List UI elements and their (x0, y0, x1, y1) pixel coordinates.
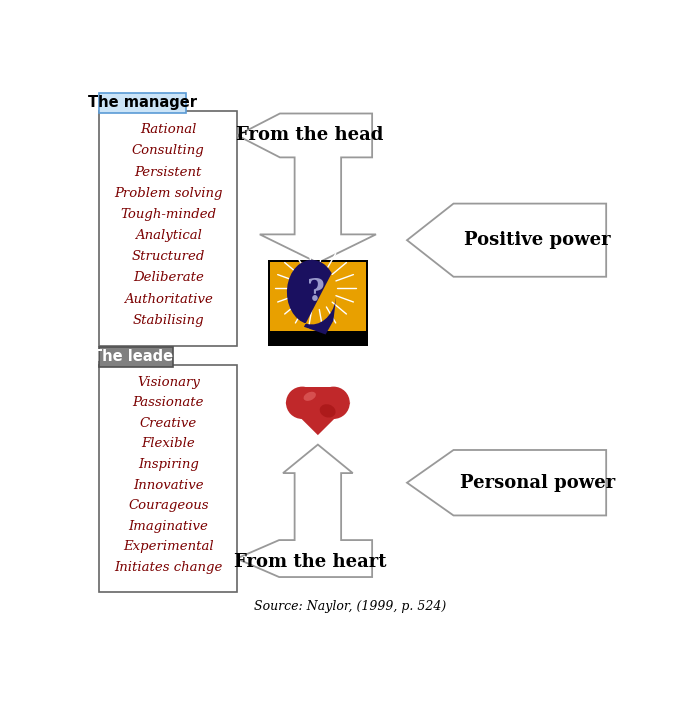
Text: Courageous: Courageous (128, 499, 208, 512)
Text: Experimental: Experimental (123, 541, 214, 553)
Bar (99, 365, 237, 592)
Text: Structured: Structured (132, 250, 205, 263)
Ellipse shape (303, 392, 316, 401)
Text: Inspiring: Inspiring (138, 458, 199, 471)
Text: Analytical: Analytical (135, 229, 201, 242)
Bar (99, 347, 173, 367)
Bar (270, 262, 366, 331)
Bar (99, 111, 237, 346)
Text: The manager: The manager (88, 95, 197, 110)
Text: Visionary: Visionary (137, 376, 199, 389)
Text: Initiates change: Initiates change (114, 561, 223, 574)
Circle shape (286, 387, 318, 419)
Text: From the heart: From the heart (234, 552, 387, 571)
Text: ?: ? (307, 277, 324, 307)
Text: Flexible: Flexible (141, 437, 195, 451)
Polygon shape (237, 114, 376, 263)
Polygon shape (236, 444, 372, 577)
Polygon shape (407, 204, 607, 277)
Text: Problem solving: Problem solving (114, 187, 223, 199)
Text: Deliberate: Deliberate (133, 272, 204, 284)
Text: From the head: From the head (236, 126, 384, 144)
Bar (302, 387, 334, 403)
Text: Creative: Creative (140, 417, 197, 430)
Text: Innovative: Innovative (133, 479, 204, 491)
Text: Persistent: Persistent (135, 166, 202, 178)
Bar (268, 260, 368, 346)
Bar (99, 93, 186, 113)
Polygon shape (287, 260, 336, 334)
Text: Consulting: Consulting (132, 145, 205, 157)
Text: Tough-minded: Tough-minded (120, 208, 217, 221)
Text: Source: Naylor, (1999, p. 524): Source: Naylor, (1999, p. 524) (253, 600, 446, 613)
Text: Authoritative: Authoritative (124, 293, 212, 305)
Text: Passionate: Passionate (133, 397, 204, 409)
Text: Positive power: Positive power (464, 231, 611, 249)
Text: Rational: Rational (140, 123, 197, 136)
Text: Personal power: Personal power (460, 474, 615, 491)
Text: The leader: The leader (92, 350, 180, 364)
Text: Imaginative: Imaginative (128, 519, 208, 533)
Polygon shape (285, 403, 350, 435)
Circle shape (317, 387, 350, 419)
Polygon shape (407, 450, 607, 515)
Text: Stabilising: Stabilising (133, 314, 204, 326)
Ellipse shape (320, 404, 335, 418)
